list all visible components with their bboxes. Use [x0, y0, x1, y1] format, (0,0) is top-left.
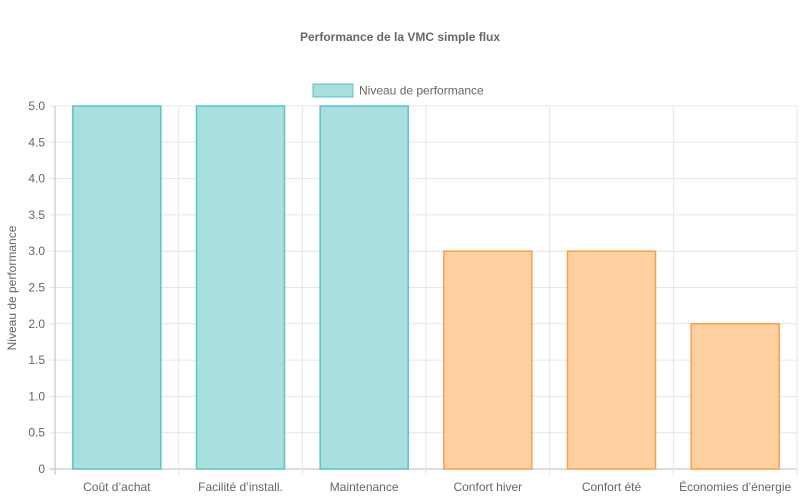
y-ticks: 0 0.5 1.0 1.5 2.0 2.5 3.0 3.5 4.0 4.5 5.0 [28, 99, 45, 476]
y-tick-label: 3.5 [28, 208, 45, 222]
y-tick-label: 0 [38, 462, 45, 476]
y-tick-label: 1.0 [28, 389, 45, 403]
bar[interactable] [195, 105, 286, 470]
y-tick-label: 0.5 [28, 426, 45, 440]
legend-swatch [312, 83, 354, 98]
grid [49, 105, 798, 475]
x-tick-label: Confort hiver [453, 480, 522, 494]
y-tick-label: 4.5 [28, 135, 45, 149]
bar[interactable] [566, 250, 657, 470]
x-tick-label: Économies d’énergie [679, 479, 791, 494]
x-tick-label: Maintenance [330, 480, 399, 494]
y-tick-label: 4.0 [28, 172, 45, 186]
y-tick-label: 2.0 [28, 317, 45, 331]
x-tick-label: Facilité d’install. [198, 480, 283, 494]
y-tick-label: 1.5 [28, 353, 45, 367]
y-tick-label: 3.0 [28, 244, 45, 258]
x-tick-label: Confort été [582, 480, 642, 494]
bar[interactable] [690, 323, 780, 470]
bars [72, 105, 780, 470]
legend-label: Niveau de performance [359, 84, 484, 98]
y-tick-label: 2.5 [28, 281, 45, 295]
legend[interactable]: Niveau de performance [312, 83, 484, 98]
x-tick-label: Coût d’achat [83, 480, 151, 494]
bar[interactable] [319, 105, 409, 470]
bar[interactable] [72, 105, 162, 470]
bar[interactable] [443, 250, 533, 470]
y-tick-label: 5.0 [28, 99, 45, 113]
x-ticks: Coût d’achat Facilité d’install. Maintenan… [83, 479, 791, 494]
y-axis-label: Niveau de performance [5, 225, 19, 350]
chart-title: Performance de la VMC simple flux [300, 30, 500, 44]
